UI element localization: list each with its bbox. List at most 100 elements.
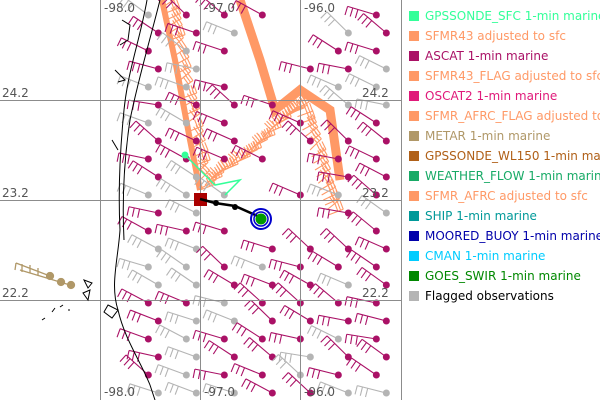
flagged-barb-flag [311,185,316,195]
ascat-barb [288,228,311,250]
legend-item[interactable]: SFMR_AFRC adjusted to sfc [405,186,600,206]
ascat-barb-flag [364,316,369,325]
ascat-barb-flag [355,162,361,172]
legend-item[interactable]: OSCAT2 1-min marine [405,86,600,106]
ascat-barb-flag [278,187,284,196]
legend-item[interactable]: Flagged observations [405,286,600,306]
ascat-barb-flag [174,26,179,36]
wind-observation-map[interactable]: -98.0 -97.0 -96.0 -98.0 -97.0 -96.0 24.2… [0,0,402,401]
ascat-barb-flag [243,337,250,345]
ascat-barb-flag [271,282,279,290]
ascat-dot [144,227,152,235]
lat-lon-labels: -98.0 -97.0 -96.0 -98.0 -97.0 -96.0 24.2… [2,1,389,399]
ascat-barb-flag [360,270,367,279]
ascat-dot [268,317,276,325]
ascat-barb-flag [169,130,175,139]
flagged-barb-flag [327,19,336,27]
legend-label: CMAN 1-min marine [425,249,546,263]
ascat-barb-flag [165,1,173,9]
legend-item[interactable]: GOES_SWIR 1-min marine [405,266,600,286]
flagged-barb-flag [279,361,287,369]
sfmr-barb-flag [321,155,327,164]
lon-label-top: -97.0 [204,1,235,15]
flagged-barb [206,21,235,34]
ascat-barb-flag [202,44,207,54]
sfmr-barb-flag [189,91,195,101]
ascat-barb [350,106,377,124]
sfmr-barb-flag [174,18,181,27]
sfmr-barb-flag [334,202,339,212]
flagged-barb-flag [316,187,321,197]
ascat-barb-flag [192,369,196,379]
sfmr-barb-flag [323,176,330,186]
flagged-barb-flag [165,38,172,47]
coastline [41,0,161,401]
flagged-barb-flag [212,25,218,35]
ascat-dot [344,353,352,361]
ascat-dot [372,263,380,271]
ascat-barb-flag [207,130,213,140]
sfmr-barb-flag [190,102,195,112]
flagged-barb-flag [365,201,372,210]
legend-item[interactable]: MOORED_BUOY 1-min marine [405,226,600,246]
legend-item[interactable]: GPSSONDE_WL150 1-min marine [405,146,600,166]
flagged-dot [344,281,352,289]
flagged-barb-flag [202,21,208,31]
ascat-barb-flag [321,316,325,326]
flagged-dot [144,11,152,19]
flagged-barb-flag [164,237,169,247]
flagged-barb-flag [327,92,335,100]
ascat-barb-flag [322,172,325,182]
flagged-barb-flag [316,381,321,391]
sfmr-barb-flag [205,171,213,179]
flagged-barb-flag [160,110,166,119]
sfmr-barb-flag [266,120,274,128]
ascat-barb-flag [349,43,354,53]
ascat-dot [220,227,228,235]
legend-item[interactable]: GPSSONDE_SFC 1-min marine [405,6,600,26]
legend-swatch [409,151,419,161]
legend-item[interactable]: ASCAT 1-min marine [405,46,600,66]
ascat-barb-flag [307,251,314,260]
flagged-barb-flag [207,385,212,395]
flagged-barb-flag [154,364,159,374]
flagged-barb-flag [127,269,133,279]
ascat-dot [344,137,352,145]
lon-label-bottom: -98.0 [104,385,135,399]
flagged-barb-flag [164,346,169,356]
flagged-dot [230,317,238,325]
ascat-barb-flag [165,226,169,236]
ascat-barb-flag [240,95,245,105]
ascat-dot [382,281,390,289]
flagged-barb-flag [174,204,180,213]
legend-item[interactable]: SFMR43 adjusted to sfc [405,26,600,46]
legend-item[interactable]: SFMR_AFRC_FLAG adjusted to sfc [405,106,600,126]
sfmr-barb-flag [309,121,316,130]
ascat-barb-flag [355,181,363,190]
ascat-dot [154,101,162,109]
flagged-barb-flag [131,237,138,246]
legend-swatch [409,211,419,221]
flagged-barb-flag [359,386,364,396]
flagged-barb-flag [174,166,181,175]
sfmr-barb-flag [207,168,215,177]
sfmr-barb-flag [277,113,283,122]
legend-item[interactable]: WEATHER_FLOW 1-min marine [405,166,600,186]
legend-item[interactable]: METAR 1-min marine [405,126,600,146]
legend-item[interactable]: SHIP 1-min marine [405,206,600,226]
flagged-barb-flag [122,0,130,8]
ascat-barb-flag [164,295,170,305]
legend-item[interactable]: SFMR43_FLAG adjusted to sfc [405,66,600,86]
ascat-dot [306,317,314,325]
map-canvas[interactable]: -98.0 -97.0 -96.0 -98.0 -97.0 -96.0 24.2… [0,0,402,401]
ascat-barb-flag [316,171,320,181]
ascat-barb-flag [327,343,336,351]
flagged-barb [278,354,301,376]
flagged-barb-flag [323,88,331,97]
flagged-barb [311,325,339,340]
ascat-dot [154,137,162,145]
metar-station [14,262,76,290]
legend-item[interactable]: CMAN 1-min marine [405,246,600,266]
flagged-dot [334,191,342,199]
legend: GPSSONDE_SFC 1-min marine SFMR43 adjusted… [405,6,600,306]
